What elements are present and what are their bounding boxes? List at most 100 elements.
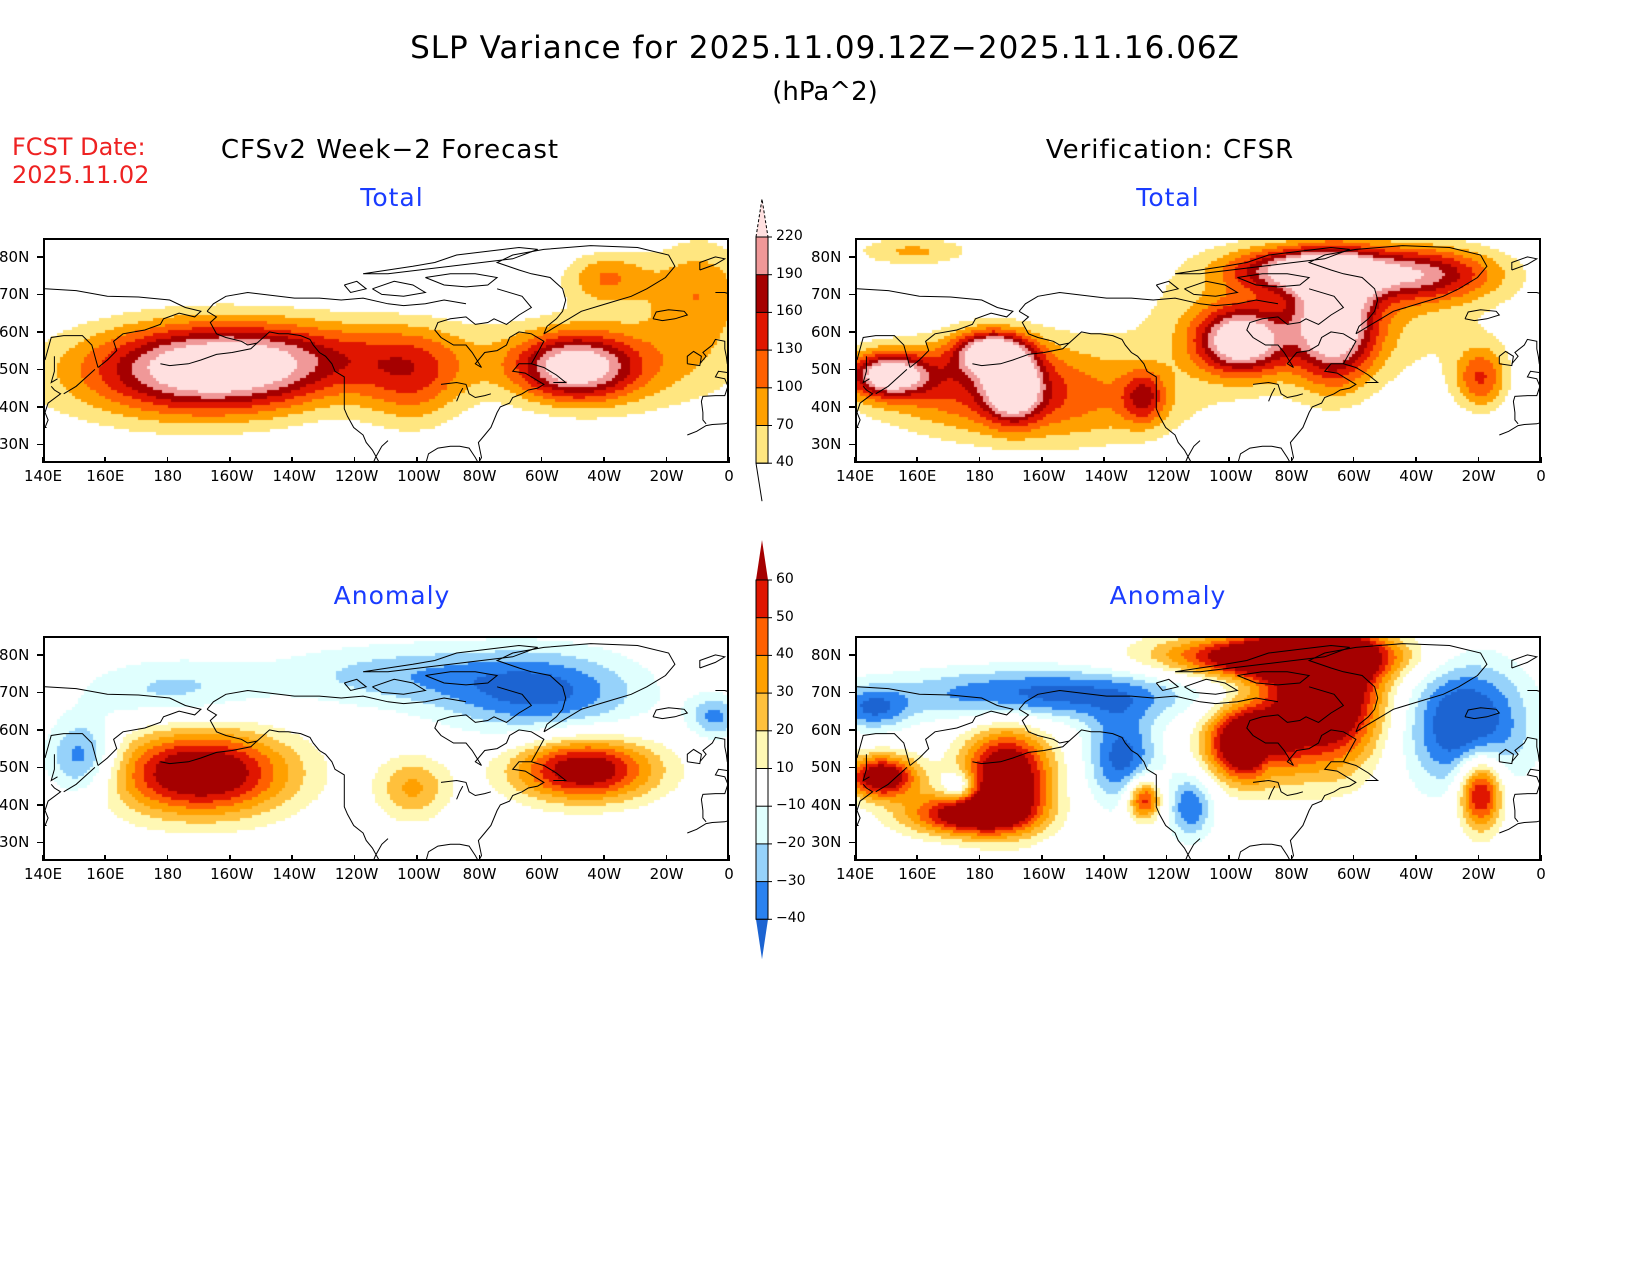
y-tick-label: 30N bbox=[0, 435, 30, 454]
x-tick-label: 40W bbox=[587, 865, 622, 883]
y-tick-label: 40N bbox=[811, 795, 842, 814]
x-tick-label: 100W bbox=[397, 865, 441, 883]
anomaly-colorbar bbox=[755, 540, 772, 960]
forecast-anomaly-field bbox=[45, 638, 727, 859]
x-tick bbox=[1540, 457, 1542, 463]
x-tick bbox=[1290, 457, 1293, 463]
coastline bbox=[700, 768, 727, 823]
coastline bbox=[160, 310, 259, 367]
x-tick-label: 20W bbox=[649, 467, 684, 485]
x-tick-label: 160E bbox=[898, 467, 937, 485]
y-tick-label: 70N bbox=[811, 285, 842, 304]
verification-total-map bbox=[855, 238, 1541, 463]
coastline bbox=[45, 385, 62, 428]
colorbar-label: −10 bbox=[776, 797, 806, 814]
coastline bbox=[857, 385, 874, 428]
x-tick bbox=[1290, 855, 1293, 861]
x-tick bbox=[603, 855, 605, 861]
x-tick-label: 180 bbox=[153, 865, 183, 883]
x-tick-label: 160W bbox=[210, 865, 254, 883]
coastline bbox=[63, 369, 96, 395]
coastline bbox=[1499, 820, 1539, 834]
coastline bbox=[456, 785, 464, 800]
coastline bbox=[50, 356, 58, 384]
y-tick-label: 70N bbox=[0, 683, 30, 702]
coastline bbox=[1268, 785, 1276, 800]
x-tick bbox=[229, 457, 231, 463]
x-tick bbox=[603, 457, 605, 463]
colorbar-segment bbox=[756, 580, 768, 618]
y-tick-label: 80N bbox=[811, 645, 842, 664]
coastline bbox=[256, 331, 380, 461]
forecast-total-coastlines bbox=[45, 245, 727, 461]
coastline bbox=[45, 288, 202, 368]
coastline bbox=[1511, 338, 1539, 365]
colorbar-segment bbox=[756, 806, 768, 844]
colorbar-upper-arrow bbox=[755, 198, 769, 238]
colorbar-label: 40 bbox=[776, 454, 794, 471]
y-tick-label: 40N bbox=[0, 795, 30, 814]
coastline bbox=[343, 678, 368, 692]
verification-total-title: Total bbox=[1136, 183, 1200, 212]
coastline bbox=[45, 686, 202, 766]
x-tick-label: 140W bbox=[272, 865, 316, 883]
x-tick-label: 80W bbox=[462, 467, 497, 485]
x-tick bbox=[978, 457, 981, 463]
x-tick bbox=[1228, 457, 1230, 463]
coastline bbox=[256, 729, 380, 859]
x-tick bbox=[104, 457, 106, 463]
x-tick bbox=[416, 855, 418, 861]
coastline bbox=[1499, 422, 1539, 436]
colorbar-segment bbox=[756, 237, 768, 275]
y-tick bbox=[849, 406, 855, 408]
x-tick-label: 160E bbox=[86, 865, 125, 883]
y-tick-label: 30N bbox=[811, 435, 842, 454]
coastline bbox=[652, 707, 689, 720]
verification-column-title: Verification: CFSR bbox=[1045, 135, 1295, 165]
colorbar-segment bbox=[756, 655, 768, 694]
y-tick-label: 60N bbox=[811, 720, 842, 739]
x-tick-label: 80W bbox=[1274, 865, 1309, 883]
x-tick-label: 40W bbox=[587, 467, 622, 485]
coastline bbox=[1246, 288, 1357, 368]
x-tick bbox=[229, 855, 231, 861]
y-tick bbox=[37, 691, 43, 694]
x-tick bbox=[291, 457, 293, 463]
x-tick-label: 180 bbox=[153, 467, 183, 485]
verification-total-field bbox=[857, 240, 1539, 461]
coastline bbox=[1527, 292, 1539, 294]
x-tick bbox=[1352, 855, 1355, 861]
y-tick-label: 80N bbox=[0, 645, 30, 664]
y-tick-label: 80N bbox=[0, 247, 30, 266]
coastline bbox=[373, 440, 389, 461]
coastline bbox=[687, 820, 727, 834]
coastline bbox=[652, 309, 689, 322]
x-tick bbox=[1103, 855, 1105, 861]
x-tick-label: 140W bbox=[272, 467, 316, 485]
x-tick-label: 60W bbox=[1336, 865, 1371, 883]
x-tick bbox=[1041, 457, 1043, 463]
y-tick bbox=[37, 256, 43, 258]
coastline bbox=[45, 783, 62, 826]
y-tick-label: 30N bbox=[811, 833, 842, 852]
coastline bbox=[1155, 280, 1180, 294]
coastline bbox=[425, 843, 478, 859]
coastline bbox=[699, 256, 727, 271]
verification-total-coastlines bbox=[857, 245, 1539, 461]
coastline bbox=[440, 381, 492, 399]
x-tick bbox=[1415, 855, 1417, 861]
y-tick bbox=[849, 293, 855, 296]
x-tick-label: 60W bbox=[524, 865, 559, 883]
coastline bbox=[857, 288, 1014, 368]
x-tick-label: 20W bbox=[1461, 865, 1496, 883]
coastline bbox=[1184, 678, 1239, 695]
coastline bbox=[1511, 654, 1539, 669]
coastline bbox=[477, 363, 568, 461]
coastline bbox=[1155, 678, 1180, 692]
coastline bbox=[1252, 779, 1304, 797]
coastline bbox=[363, 246, 538, 275]
coastline bbox=[425, 671, 499, 686]
x-tick bbox=[1540, 855, 1542, 861]
y-tick bbox=[849, 654, 855, 656]
x-tick-label: 100W bbox=[397, 467, 441, 485]
